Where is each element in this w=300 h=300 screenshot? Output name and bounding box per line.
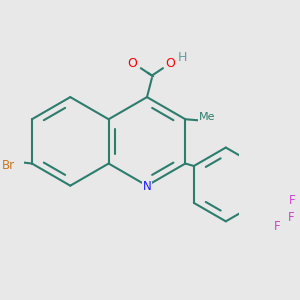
Text: F: F	[287, 211, 294, 224]
Text: Br: Br	[2, 160, 15, 172]
Text: H: H	[178, 51, 187, 64]
Text: F: F	[274, 220, 280, 232]
Text: Me: Me	[198, 112, 215, 122]
Text: N: N	[142, 180, 152, 194]
Text: F: F	[289, 194, 295, 207]
Text: O: O	[165, 57, 175, 70]
Text: O: O	[127, 57, 137, 70]
